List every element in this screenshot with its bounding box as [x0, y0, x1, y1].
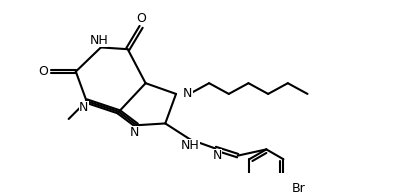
Text: N: N [183, 87, 192, 100]
Text: N: N [129, 126, 139, 139]
Text: O: O [136, 12, 146, 25]
Text: NH: NH [90, 34, 108, 47]
Text: O: O [39, 65, 49, 78]
Text: Br: Br [291, 182, 305, 193]
Text: NH: NH [181, 139, 200, 152]
Text: N: N [79, 101, 89, 114]
Text: N: N [213, 149, 222, 162]
